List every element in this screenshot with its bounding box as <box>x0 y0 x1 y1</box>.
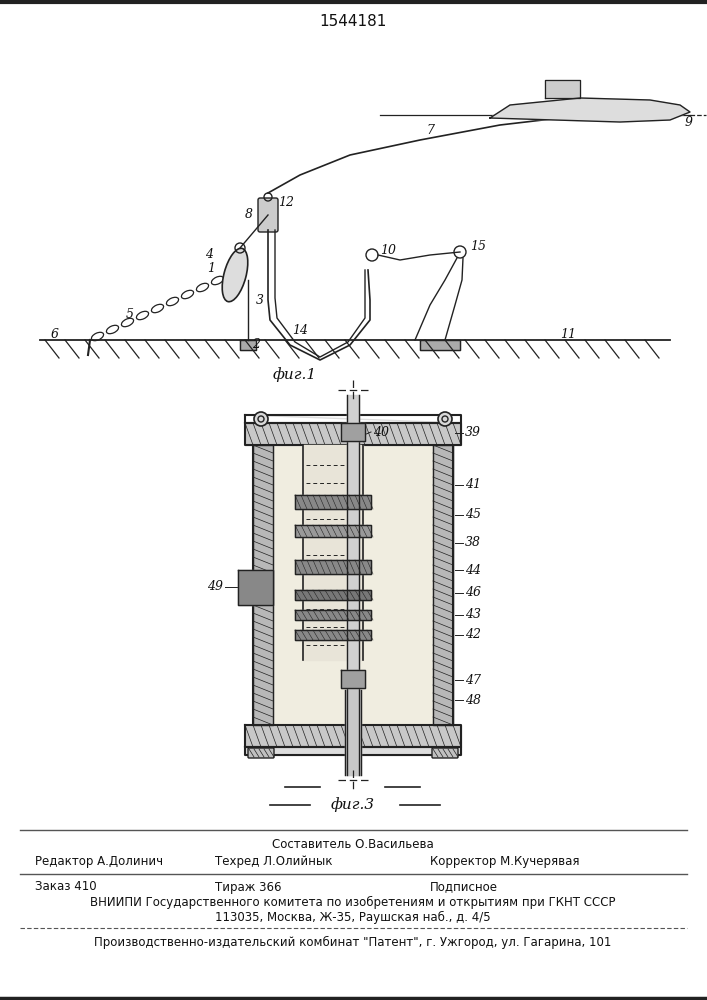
Text: 113035, Москва, Ж-35, Раушская наб., д. 4/5: 113035, Москва, Ж-35, Раушская наб., д. … <box>215 910 491 924</box>
Text: 42: 42 <box>465 629 481 642</box>
Polygon shape <box>245 415 461 423</box>
Text: 7: 7 <box>426 123 434 136</box>
Polygon shape <box>490 98 690 122</box>
Polygon shape <box>295 610 371 620</box>
Polygon shape <box>245 747 461 755</box>
Text: 47: 47 <box>465 674 481 686</box>
Text: 39: 39 <box>465 426 481 440</box>
FancyBboxPatch shape <box>248 748 274 758</box>
Text: 3: 3 <box>256 294 264 306</box>
Text: Редактор А.Долинич: Редактор А.Долинич <box>35 856 163 868</box>
Text: 41: 41 <box>465 479 481 491</box>
Text: 48: 48 <box>465 694 481 706</box>
Polygon shape <box>545 80 580 98</box>
Polygon shape <box>273 445 433 725</box>
Text: Техред Л.Олийнык: Техред Л.Олийнык <box>215 856 332 868</box>
Polygon shape <box>420 340 460 350</box>
Polygon shape <box>245 423 461 445</box>
Text: 2: 2 <box>252 338 260 352</box>
Text: 5: 5 <box>126 308 134 322</box>
Polygon shape <box>245 725 461 747</box>
Text: Корректор М.Кучерявая: Корректор М.Кучерявая <box>430 856 580 868</box>
Text: 4: 4 <box>205 248 213 261</box>
Polygon shape <box>345 690 361 775</box>
Polygon shape <box>240 340 256 350</box>
Ellipse shape <box>222 248 247 302</box>
Polygon shape <box>295 590 371 600</box>
Polygon shape <box>295 560 371 574</box>
Text: 14: 14 <box>292 324 308 336</box>
Text: Составитель О.Васильева: Составитель О.Васильева <box>272 838 434 852</box>
Polygon shape <box>295 495 371 509</box>
Text: 10: 10 <box>380 243 396 256</box>
Circle shape <box>438 412 452 426</box>
Text: 43: 43 <box>465 608 481 621</box>
Circle shape <box>254 412 268 426</box>
Text: 1544181: 1544181 <box>320 14 387 29</box>
Text: ВНИИПИ Государственного комитета по изобретениям и открытиям при ГКНТ СССР: ВНИИПИ Государственного комитета по изоб… <box>90 895 616 909</box>
FancyBboxPatch shape <box>432 748 458 758</box>
Text: Подписное: Подписное <box>430 880 498 894</box>
Text: 1: 1 <box>207 261 215 274</box>
Text: 38: 38 <box>465 536 481 550</box>
Text: фиг.3: фиг.3 <box>331 798 375 812</box>
Polygon shape <box>295 525 371 537</box>
Text: 45: 45 <box>465 508 481 522</box>
FancyBboxPatch shape <box>258 198 278 232</box>
Text: 46: 46 <box>465 586 481 599</box>
Text: Заказ 410: Заказ 410 <box>35 880 97 894</box>
Text: 40: 40 <box>373 426 389 438</box>
Text: 49: 49 <box>207 580 223 593</box>
Text: 12: 12 <box>278 196 294 210</box>
Text: фиг.1: фиг.1 <box>273 368 317 382</box>
Text: 6: 6 <box>51 328 59 342</box>
Polygon shape <box>295 630 371 640</box>
Polygon shape <box>238 570 273 605</box>
Polygon shape <box>433 445 453 725</box>
Text: 15: 15 <box>470 240 486 253</box>
Text: Производственно-издательский комбинат "Патент", г. Ужгород, ул. Гагарина, 101: Производственно-издательский комбинат "П… <box>94 935 612 949</box>
Text: 8: 8 <box>245 209 253 222</box>
Text: Тираж 366: Тираж 366 <box>215 880 281 894</box>
Text: 11: 11 <box>560 328 576 342</box>
Polygon shape <box>253 445 273 725</box>
Polygon shape <box>303 445 363 660</box>
Polygon shape <box>341 670 365 688</box>
Polygon shape <box>347 395 359 775</box>
Polygon shape <box>341 423 365 441</box>
Text: 9: 9 <box>685 115 693 128</box>
Text: 44: 44 <box>465 564 481 576</box>
